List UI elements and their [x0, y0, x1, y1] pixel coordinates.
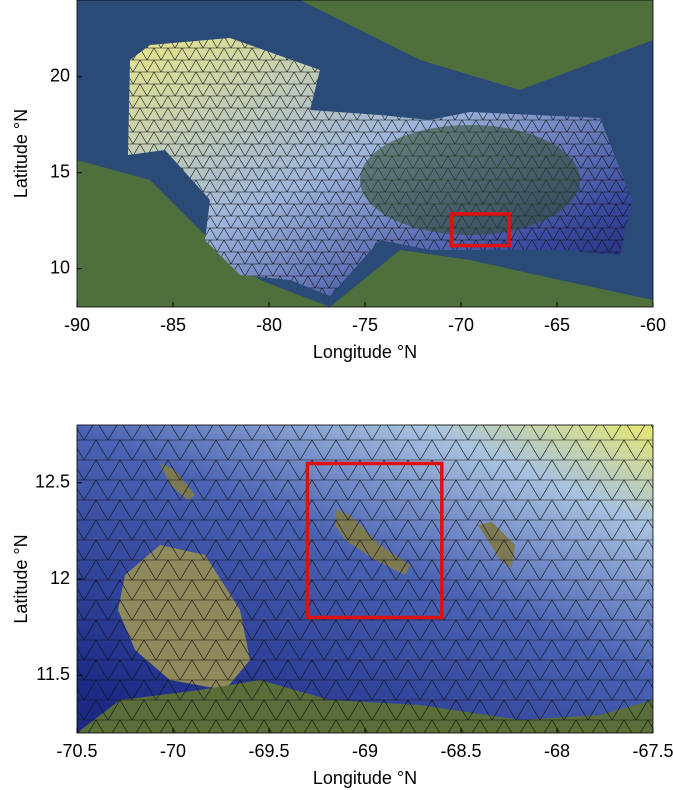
y-tick-label: 11.5 — [36, 664, 70, 684]
highlight-box — [305, 461, 444, 620]
x-axis-label: Longitude °N — [313, 342, 417, 362]
x-tick-label: -75 — [352, 315, 378, 335]
x-tick-label: -65 — [544, 315, 570, 335]
y-tick-label: 12.5 — [35, 472, 70, 492]
x-tick-label: -69 — [352, 741, 378, 761]
x-tick-label: -69.5 — [248, 741, 289, 761]
x-tick-label: -68 — [544, 741, 570, 761]
x-tick-label: -60 — [640, 315, 666, 335]
mesh-lines — [77, 425, 653, 733]
x-tick-label: -70.5 — [56, 741, 97, 761]
dense-mesh — [360, 125, 580, 235]
y-tick-label: 15 — [50, 161, 70, 181]
land — [77, 0, 653, 307]
x-tick-label: -80 — [256, 315, 282, 335]
x-tick-label: -70 — [160, 741, 186, 761]
map-area — [77, 425, 653, 733]
x-tick-label: -70 — [448, 315, 474, 335]
map-area — [77, 0, 653, 307]
x-tick-label: -90 — [64, 315, 90, 335]
y-axis-label: Latitude °N — [11, 109, 31, 198]
x-tick-label: -85 — [160, 315, 186, 335]
y-tick-label: 10 — [50, 257, 70, 277]
x-axis-label: Longitude °N — [313, 768, 417, 788]
y-tick-label: 20 — [50, 66, 70, 86]
x-tick-label: -68.5 — [440, 741, 481, 761]
y-tick-label: 12 — [50, 568, 70, 588]
x-tick-label: -67.5 — [632, 741, 673, 761]
y-axis-label: Latitude °N — [11, 534, 31, 623]
highlight-box — [449, 212, 511, 248]
